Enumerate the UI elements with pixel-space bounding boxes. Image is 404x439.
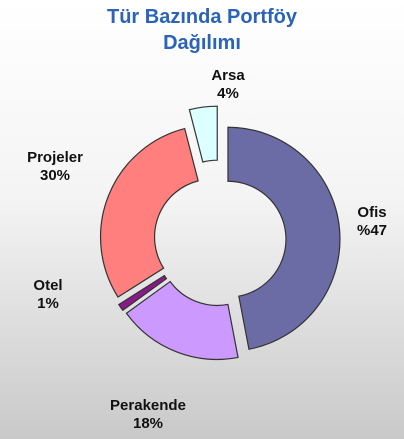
- segment-value: 4%: [217, 85, 239, 102]
- segment-label: Otel: [33, 277, 62, 294]
- donut-segment: [117, 274, 168, 312]
- donut-segment: [125, 280, 239, 360]
- donut-segment: [227, 126, 341, 350]
- segment-label: Perakende: [110, 397, 186, 414]
- donut-segment: [188, 105, 218, 163]
- segment-label: Ofis: [357, 204, 386, 221]
- segment-value: %47: [357, 222, 387, 239]
- segment-label: Projeler: [27, 149, 83, 166]
- segment-value: 18%: [133, 415, 163, 432]
- segment-label: Arsa: [211, 67, 245, 84]
- chart-title: Tür Bazında Portföy Dağılımı: [106, 6, 297, 54]
- donut-segment: [99, 127, 199, 298]
- segment-value: 30%: [40, 167, 70, 184]
- segment-value: 1%: [37, 295, 59, 312]
